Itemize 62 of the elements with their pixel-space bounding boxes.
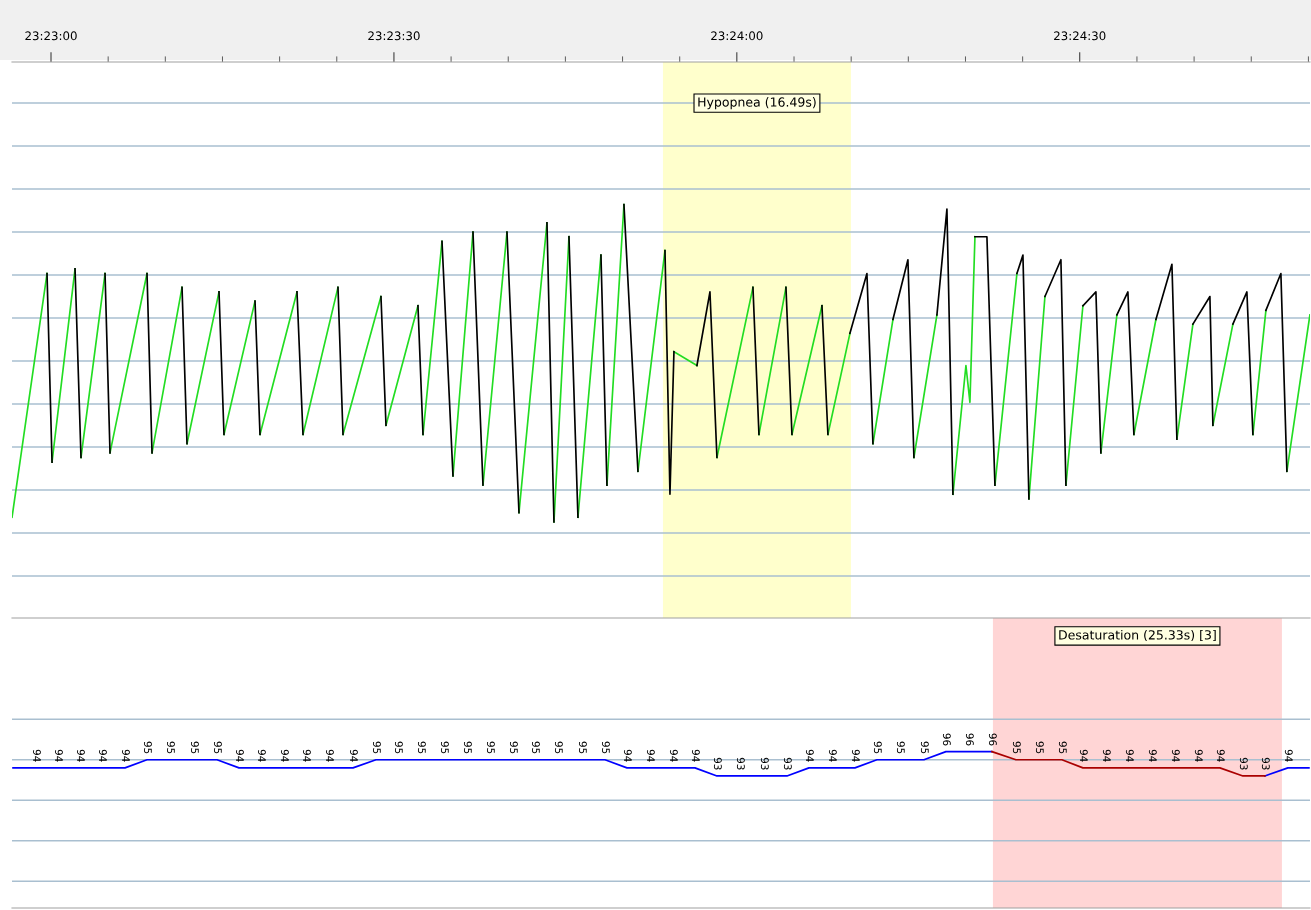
data-label: 95 xyxy=(394,741,403,754)
data-label: 95 xyxy=(213,741,222,754)
data-label: 94 xyxy=(122,749,130,762)
data-label: 94 xyxy=(691,749,700,762)
data-label: 95 xyxy=(143,741,152,754)
data-label: 94 xyxy=(1102,749,1111,762)
data-label: 94 xyxy=(851,749,860,762)
data-label: 94 xyxy=(1171,749,1180,762)
data-label: 95 xyxy=(417,741,426,754)
data-label: 94 xyxy=(805,749,814,762)
data-label: 94 xyxy=(349,749,358,762)
data-label: 93 xyxy=(736,757,745,770)
data-label: 94 xyxy=(623,749,632,762)
data-label: 96 xyxy=(942,733,951,746)
data-label: 94 xyxy=(1194,749,1203,762)
data-label: 93 xyxy=(760,757,769,770)
data-label: 95 xyxy=(190,741,199,754)
data-label: 95 xyxy=(1058,741,1067,754)
data-label: 94 xyxy=(99,749,107,762)
data-label: 94 xyxy=(257,749,266,762)
data-label: 95 xyxy=(896,741,905,754)
data-label: 95 xyxy=(578,741,587,754)
data-label: 94 xyxy=(646,749,655,762)
data-label: 95 xyxy=(509,741,518,754)
data-label: 94 xyxy=(325,749,334,762)
data-label: 93 xyxy=(1239,757,1248,770)
x-tick-label: 23:23:30 xyxy=(368,31,420,41)
x-tick-label: 23:23:00 xyxy=(25,31,77,41)
data-label: 94 xyxy=(1148,749,1157,762)
data-label: 96 xyxy=(965,733,974,746)
data-label: 94 xyxy=(1125,749,1134,762)
data-label: 93 xyxy=(783,757,792,770)
data-label: 94 xyxy=(54,749,63,762)
data-label: 95 xyxy=(440,741,449,754)
data-label: 94 xyxy=(828,749,837,762)
data-label: 95 xyxy=(166,741,175,754)
data-label: 96 xyxy=(988,733,997,746)
data-label: 95 xyxy=(531,741,540,754)
data-label: 94 xyxy=(33,749,41,762)
data-label: 95 xyxy=(1012,741,1021,754)
data-label: 95 xyxy=(1035,741,1044,754)
data-label: 95 xyxy=(372,741,381,754)
band-label: Desaturation (25.33s) [3] xyxy=(1059,629,1216,642)
data-label: 95 xyxy=(554,741,563,754)
data-label: 94 xyxy=(1079,749,1088,762)
data-label: 94 xyxy=(235,749,244,762)
data-label: 94 xyxy=(1216,749,1225,762)
data-label: 95 xyxy=(601,741,610,754)
x-tick-label: 23:24:00 xyxy=(711,31,763,41)
data-label: 94 xyxy=(1284,749,1293,762)
data-label: 94 xyxy=(302,749,311,762)
data-label: 95 xyxy=(486,741,495,754)
data-label: 95 xyxy=(873,741,882,754)
x-tick-label: 23:24:30 xyxy=(1054,31,1106,41)
data-label: 93 xyxy=(1261,757,1270,770)
data-label: 94 xyxy=(669,749,678,762)
data-label: 95 xyxy=(920,741,929,754)
band-label: Hypopnea (16.49s) xyxy=(698,97,816,110)
data-label: 94 xyxy=(76,749,85,762)
data-label: 94 xyxy=(280,749,289,762)
data-label: 93 xyxy=(713,757,722,770)
data-label: 95 xyxy=(463,741,472,754)
